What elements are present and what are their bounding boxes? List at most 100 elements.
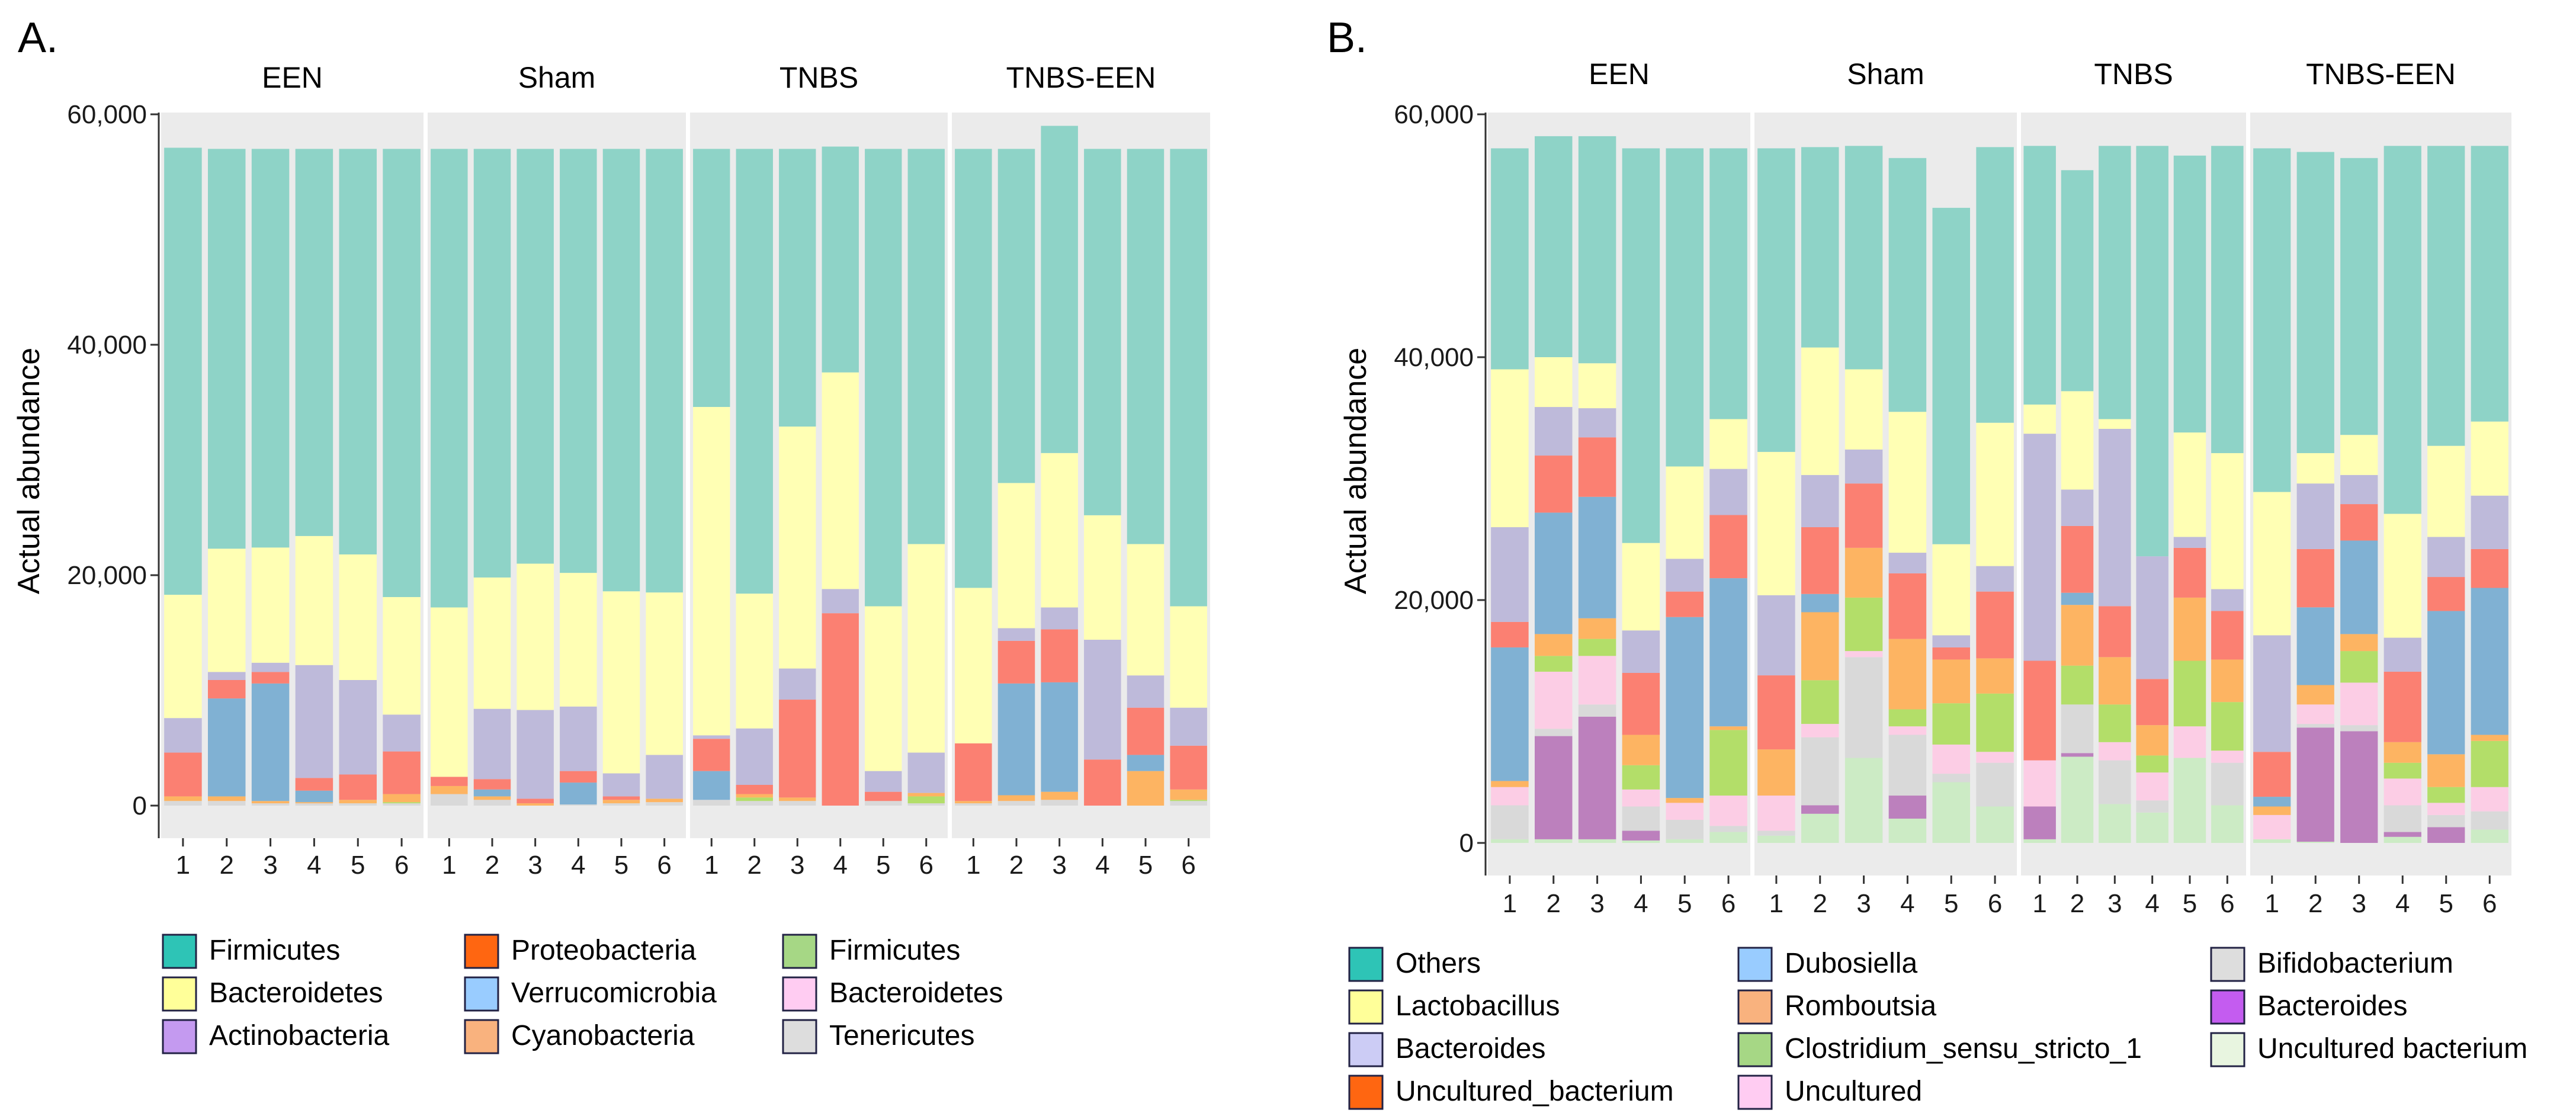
panel-b-x-tick-label: 6 bbox=[2482, 889, 2497, 918]
panel-b-bar-segment bbox=[1666, 820, 1704, 839]
panel-b-bar-segment bbox=[1844, 369, 1883, 450]
panel-b-bar-segment bbox=[1535, 456, 1573, 513]
panel-a-bar-segment bbox=[431, 607, 468, 777]
panel-b-legend-label: Romboutsia bbox=[1785, 990, 1936, 1022]
panel-b: B. Actual abundance 0 20,000 40,000 60,000 E… bbox=[1327, 14, 2527, 1110]
panel-a-bar-segment bbox=[383, 802, 421, 804]
panel-b-bar-segment bbox=[1491, 787, 1529, 806]
panel-a-bar-segment bbox=[517, 710, 554, 799]
panel-a-bar-segment bbox=[907, 793, 945, 797]
panel-a-bar-segment bbox=[736, 794, 773, 798]
panel-b-bar-segment bbox=[1844, 449, 1883, 484]
panel-b-bar-segment bbox=[2253, 797, 2291, 807]
panel-a-x-tick-label: 1 bbox=[704, 851, 718, 880]
panel-b-bar-segment bbox=[2427, 445, 2465, 537]
panel-b-bar-segment bbox=[2427, 537, 2465, 578]
panel-b-bar-segment bbox=[2211, 589, 2244, 611]
panel-a-legend-swatch bbox=[782, 976, 817, 1012]
panel-a-facet-background bbox=[161, 113, 424, 838]
panel-b-legend-swatch bbox=[1348, 989, 1384, 1025]
panel-a-bar-segment bbox=[339, 803, 377, 806]
panel-b-bar-segment bbox=[2340, 731, 2378, 843]
panel-b-bar-segment bbox=[1578, 437, 1616, 497]
panel-b-bar-segment bbox=[2061, 489, 2094, 526]
panel-b-bar-segment bbox=[1976, 806, 2014, 843]
panel-a-legend-swatch bbox=[464, 976, 499, 1012]
panel-b-bar-segment bbox=[2099, 742, 2131, 761]
panel-b-bar-segment bbox=[2427, 814, 2465, 828]
panel-b-bar-segment bbox=[1801, 147, 1839, 348]
panel-b-bar-segment bbox=[2099, 760, 2131, 804]
panel-b-bar-segment bbox=[1578, 408, 1616, 438]
panel-a-bar-segment bbox=[339, 774, 377, 800]
panel-b-bar-segment bbox=[1888, 553, 1927, 573]
panel-b-bar-segment bbox=[1757, 749, 1795, 796]
panel-a-bar-segment bbox=[997, 683, 1035, 796]
panel-b-bar-segment bbox=[1757, 835, 1795, 843]
panel-b-bar-segment bbox=[2296, 727, 2334, 842]
panel-b-bar-segment bbox=[1844, 597, 1883, 652]
panel-b-bar-segment bbox=[2471, 421, 2508, 496]
panel-a-bar-segment bbox=[865, 606, 902, 771]
panel-b-bar-segment bbox=[1666, 148, 1704, 467]
panel-b-bar-segment bbox=[1578, 656, 1616, 705]
panel-b-bar-segment bbox=[1578, 839, 1616, 843]
panel-a-bar-segment bbox=[473, 789, 511, 797]
panel-b-bar-segment bbox=[2023, 806, 2056, 839]
panel-a-bar-segment bbox=[1127, 675, 1165, 708]
panel-b-x-tick-label: 2 bbox=[1813, 889, 1827, 918]
panel-a-bar-segment bbox=[295, 803, 333, 806]
panel-b-bar-segment bbox=[1709, 796, 1747, 826]
panel-a-bar-segment bbox=[736, 784, 773, 794]
panel-b-bar-segment bbox=[1535, 729, 1573, 736]
panel-a-bar-segment bbox=[646, 798, 683, 803]
panel-b-bar-segment bbox=[2427, 146, 2465, 446]
panel-a-bar-segment bbox=[208, 149, 246, 549]
panel-a-bar-segment bbox=[646, 802, 683, 806]
panel-a-bar-segment bbox=[164, 718, 202, 753]
panel-b-bar-segment bbox=[2296, 453, 2334, 484]
panel-b-bar-segment bbox=[1622, 830, 1660, 841]
panel-b-y-tick-label: 60,000 bbox=[1394, 100, 1474, 129]
panel-a-bar-segment bbox=[164, 752, 202, 797]
panel-a-bar-segment bbox=[208, 698, 246, 797]
panel-b-x-tick-label: 1 bbox=[1503, 889, 1517, 918]
panel-a-x-tick-label: 5 bbox=[351, 851, 365, 880]
panel-b-bar-segment bbox=[1666, 466, 1704, 559]
panel-a-bar-segment bbox=[295, 665, 333, 778]
panel-b-bar-segment bbox=[1666, 798, 1704, 803]
panel-a-bar-segment bbox=[1084, 515, 1121, 640]
panel-a-bar-segment bbox=[602, 773, 640, 797]
panel-b-legend-label: Bifidobacterium bbox=[2257, 948, 2453, 979]
panel-b-bar-segment bbox=[2383, 514, 2421, 638]
panel-b-bar-segment bbox=[2099, 704, 2131, 742]
panel-b-bar-segment bbox=[2211, 659, 2244, 703]
panel-b-bar-segment bbox=[2471, 829, 2508, 843]
panel-a-bar-segment bbox=[693, 735, 730, 739]
panel-b-legend-swatch bbox=[1348, 1032, 1384, 1067]
panel-b-bar-segment bbox=[2383, 146, 2421, 514]
panel-a-bar-segment bbox=[295, 790, 333, 803]
panel-a-bar-segment bbox=[602, 796, 640, 800]
panel-b-y-tick-label: 0 bbox=[1459, 829, 1474, 858]
panel-a-bar-segment bbox=[779, 700, 816, 798]
panel-b-x-tick-label: 1 bbox=[2032, 889, 2046, 918]
panel-a-legend-swatch bbox=[782, 1019, 817, 1054]
panel-a-bar-segment bbox=[560, 804, 597, 806]
panel-b-bar-segment bbox=[2173, 432, 2206, 537]
panel-a-bar-segment bbox=[997, 483, 1035, 628]
panel-b-bar-segment bbox=[2061, 605, 2094, 666]
panel-a-bar-segment bbox=[1127, 755, 1165, 771]
panel-b-bar-segment bbox=[2296, 483, 2334, 549]
panel-b-bar-segment bbox=[2253, 806, 2291, 815]
panel-b-bar-segment bbox=[1622, 735, 1660, 765]
panel-b-bar-segment bbox=[2136, 679, 2168, 726]
panel-b-x-tick-label: 2 bbox=[2308, 889, 2322, 918]
panel-a-y-tick-label: 20,000 bbox=[67, 561, 147, 590]
panel-a-bar-segment bbox=[431, 149, 468, 608]
panel-b-legend-swatch bbox=[2210, 989, 2245, 1025]
panel-b-bar-segment bbox=[2211, 751, 2244, 763]
panel-b-bar-segment bbox=[2471, 146, 2508, 422]
panel-a-bar-segment bbox=[693, 149, 730, 408]
panel-b-bar-segment bbox=[1844, 758, 1883, 843]
